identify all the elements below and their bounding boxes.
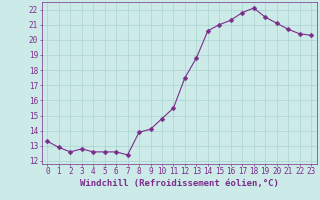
X-axis label: Windchill (Refroidissement éolien,°C): Windchill (Refroidissement éolien,°C) xyxy=(80,179,279,188)
